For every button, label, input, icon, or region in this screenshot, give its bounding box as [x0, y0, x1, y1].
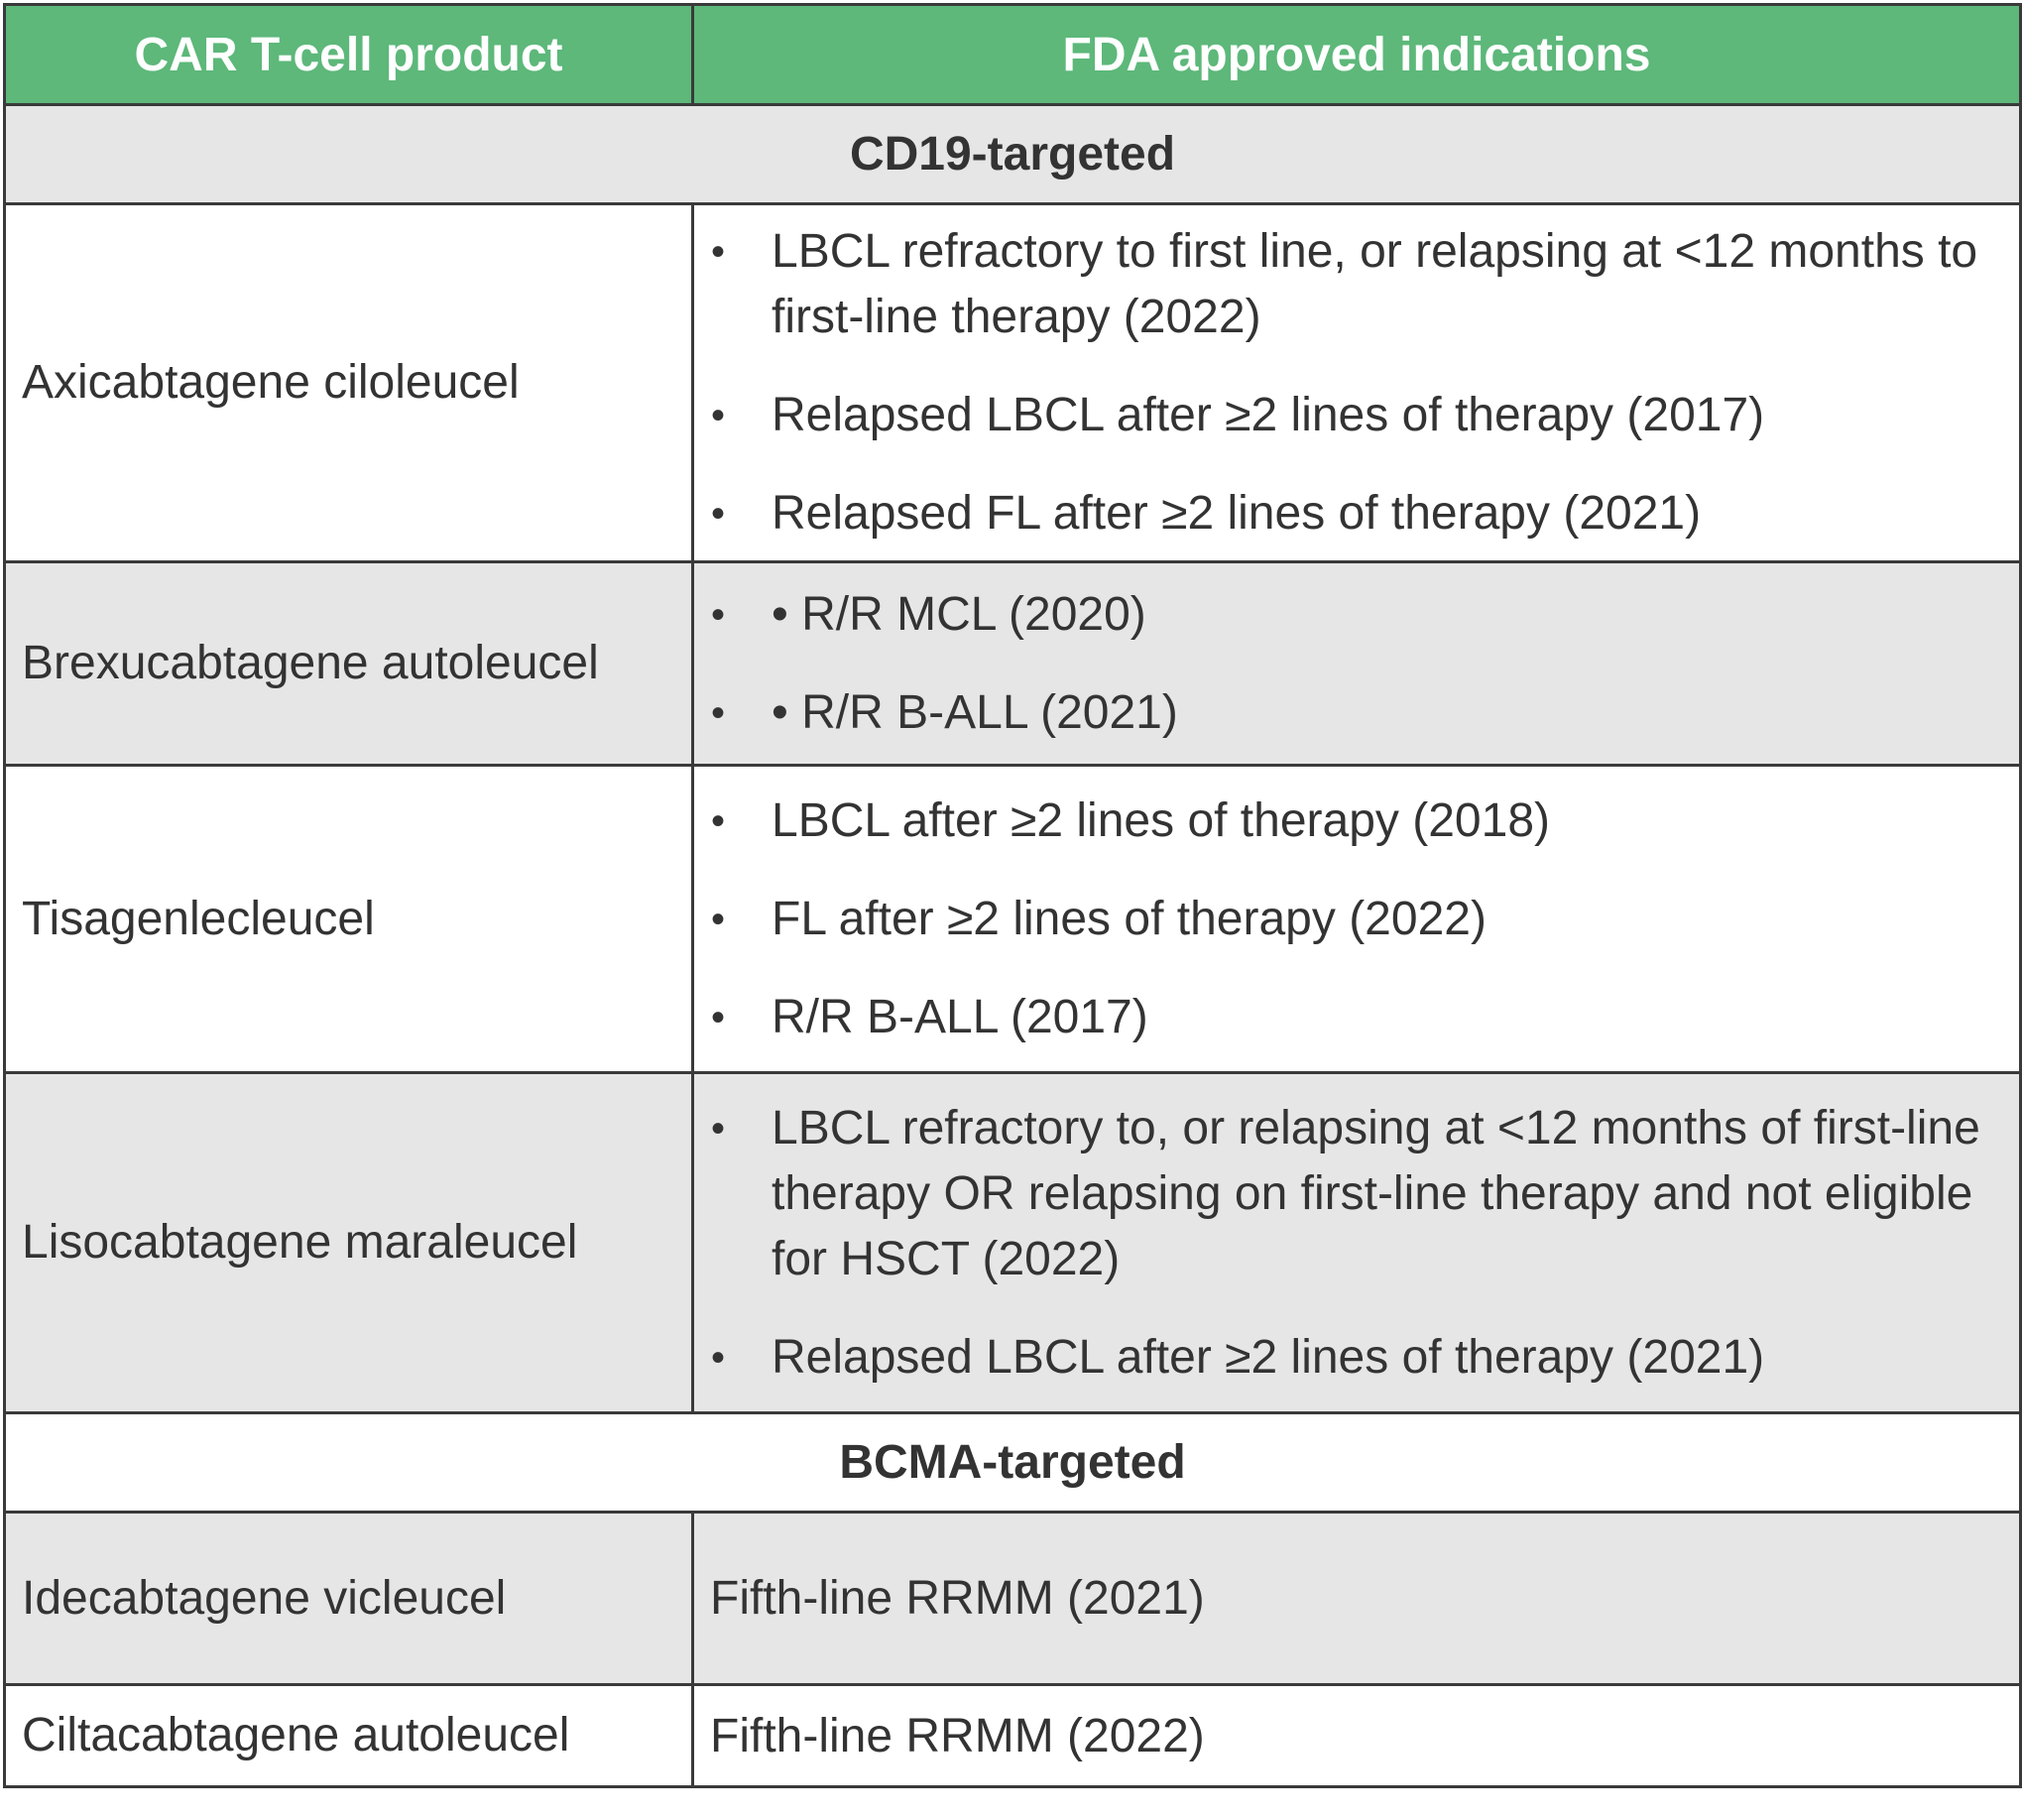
indication-list: • • R/R MCL (2020) • • R/R B-ALL (2021) — [694, 568, 2019, 760]
indications-cell: • • R/R MCL (2020) • • R/R B-ALL (2021) — [691, 560, 2022, 767]
indication-text: LBCL refractory to, or relapsing at <12 … — [772, 1101, 1980, 1285]
header-row: CAR T-cell product FDA approved indicati… — [3, 3, 2022, 106]
bullet-icon: • — [711, 690, 726, 735]
bullet-icon: • — [711, 897, 726, 941]
section-row-bcma: BCMA-targeted — [3, 1411, 2022, 1514]
indication-item: • R/R B-ALL (2017) — [694, 985, 1999, 1050]
product-name: Idecabtagene vicleucel — [3, 1511, 694, 1686]
indication-item: • Relapsed FL after ≥2 lines of therapy (… — [694, 481, 1999, 546]
indication-item: • • R/R MCL (2020) — [694, 582, 1999, 648]
product-name: Axicabtagene ciloleucel — [3, 202, 694, 563]
indication-text: Relapsed FL after ≥2 lines of therapy (2… — [772, 487, 1702, 540]
indication-item: • Relapsed LBCL after ≥2 lines of therapy… — [694, 1325, 1999, 1391]
table-row: Ciltacabtagene autoleucel Fifth-line RRM… — [3, 1683, 2022, 1788]
indications-cell: • LBCL refractory to first line, or relap… — [691, 202, 2022, 563]
table-row: Idecabtagene vicleucel Fifth-line RRMM (… — [3, 1511, 2022, 1686]
bullet-icon: • — [711, 995, 726, 1039]
section-row-cd19: CD19-targeted — [3, 103, 2022, 205]
section-title: BCMA-targeted — [3, 1411, 2022, 1514]
indication-list: • LBCL after ≥2 lines of therapy (2018) •… — [694, 775, 2019, 1064]
indication-item: • Relapsed LBCL after ≥2 lines of therapy… — [694, 383, 1999, 448]
indication-item: • • R/R B-ALL (2021) — [694, 680, 1999, 746]
table-row: Axicabtagene ciloleucel • LBCL refractory… — [3, 202, 2022, 563]
bullet-icon: • — [711, 592, 726, 637]
car-t-indications-table: CAR T-cell product FDA approved indicati… — [3, 3, 2022, 1788]
indication-text: Relapsed LBCL after ≥2 lines of therapy … — [772, 389, 1765, 441]
product-name: Tisagenlecleucel — [3, 764, 694, 1074]
bullet-icon: • — [711, 1106, 726, 1151]
table-row: Tisagenlecleucel • LBCL after ≥2 lines of… — [3, 764, 2022, 1074]
indications-cell: • LBCL refractory to, or relapsing at <12… — [691, 1071, 2022, 1414]
indication-text: Fifth-line RRMM (2021) — [691, 1511, 2022, 1686]
indication-item: • LBCL refractory to first line, or relap… — [694, 219, 1999, 350]
indication-text: • R/R MCL (2020) — [772, 587, 1146, 641]
product-name: Brexucabtagene autoleucel — [3, 560, 694, 767]
table-row: Lisocabtagene maraleucel • LBCL refractor… — [3, 1071, 2022, 1414]
table-row: Brexucabtagene autoleucel • • R/R MCL (20… — [3, 560, 2022, 767]
product-name: Ciltacabtagene autoleucel — [3, 1683, 694, 1788]
indication-item: • LBCL after ≥2 lines of therapy (2018) — [694, 789, 1999, 854]
indication-text: Fifth-line RRMM (2022) — [691, 1683, 2022, 1788]
indication-text: Relapsed LBCL after ≥2 lines of therapy … — [772, 1330, 1765, 1384]
product-name: Lisocabtagene maraleucel — [3, 1071, 694, 1414]
bullet-icon: • — [711, 394, 726, 437]
indication-list: • LBCL refractory to, or relapsing at <12… — [694, 1082, 2019, 1404]
bullet-icon: • — [711, 492, 726, 536]
indication-text: FL after ≥2 lines of therapy (2022) — [772, 892, 1487, 945]
indication-text: LBCL after ≥2 lines of therapy (2018) — [772, 793, 1550, 847]
indication-list: • LBCL refractory to first line, or relap… — [694, 205, 2019, 560]
bullet-icon: • — [711, 1335, 726, 1380]
indications-cell: • LBCL after ≥2 lines of therapy (2018) •… — [691, 764, 2022, 1074]
header-product: CAR T-cell product — [3, 3, 694, 106]
indication-item: • LBCL refractory to, or relapsing at <12… — [694, 1096, 1999, 1292]
bullet-icon: • — [711, 798, 726, 843]
section-title: CD19-targeted — [3, 103, 2022, 205]
indication-item: • FL after ≥2 lines of therapy (2022) — [694, 887, 1999, 952]
indication-text: R/R B-ALL (2017) — [772, 990, 1148, 1043]
indication-text: LBCL refractory to first line, or relaps… — [772, 225, 1978, 343]
bullet-icon: • — [711, 230, 726, 274]
header-indications: FDA approved indications — [691, 3, 2022, 106]
indication-text: • R/R B-ALL (2021) — [772, 685, 1178, 739]
